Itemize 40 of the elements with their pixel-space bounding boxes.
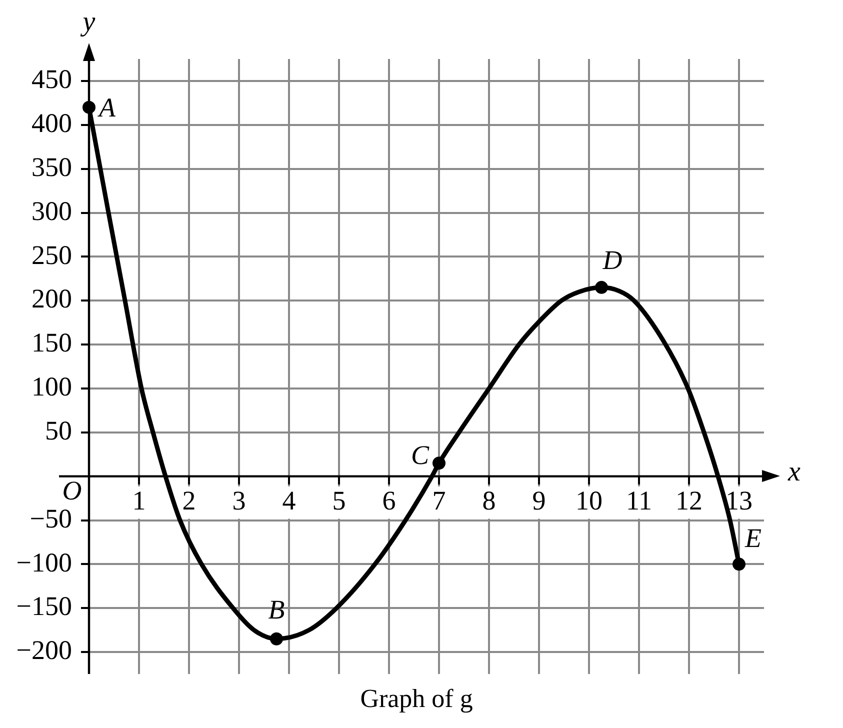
- y-tick-label: 450: [32, 64, 72, 94]
- y-tick-label: 50: [45, 415, 72, 446]
- x-tick-label: 11: [626, 486, 652, 516]
- x-tick-label: 10: [576, 486, 602, 516]
- y-axis-title: y: [80, 6, 96, 38]
- x-tick-label: 1: [132, 486, 146, 516]
- y-tick-label: 150: [32, 328, 72, 358]
- annotation: A: [97, 92, 116, 122]
- x-tick-label: 2: [182, 486, 196, 516]
- annotation: B: [268, 594, 285, 624]
- annotation: E: [744, 522, 762, 553]
- point: [270, 632, 283, 646]
- x-tick-label: 13: [726, 486, 752, 516]
- x-tick-label: 4: [282, 486, 296, 516]
- annotation: D: [602, 245, 623, 276]
- text: O: [62, 475, 82, 506]
- x-tick-label: 12: [676, 486, 702, 516]
- y-tick-label: 200: [32, 284, 72, 314]
- text: Graph of g: [360, 684, 473, 713]
- point: [432, 456, 446, 470]
- x-tick-label: 9: [532, 486, 546, 516]
- x-tick-label: 7: [432, 486, 446, 516]
- x-tick-label: 8: [482, 486, 496, 516]
- annotation: C: [410, 440, 430, 470]
- y-tick-label: −200: [16, 635, 72, 666]
- y-tick-label: −50: [30, 503, 72, 534]
- x-tick-label: 6: [382, 486, 396, 516]
- y-tick-label: −100: [16, 547, 72, 578]
- x-tick-label: 3: [232, 486, 246, 516]
- x-tick-label: 5: [332, 486, 346, 516]
- x-axis-title: x: [787, 456, 801, 488]
- y-tick-label: 400: [32, 108, 72, 138]
- y-tick-label: 250: [32, 240, 72, 270]
- point: [732, 558, 746, 571]
- point: [595, 280, 608, 294]
- y-tick-label: −150: [16, 591, 72, 622]
- y-tick-label: 100: [32, 372, 72, 402]
- y-tick-label: 300: [32, 196, 72, 226]
- point: [82, 100, 96, 114]
- y-tick-label: 350: [32, 152, 72, 182]
